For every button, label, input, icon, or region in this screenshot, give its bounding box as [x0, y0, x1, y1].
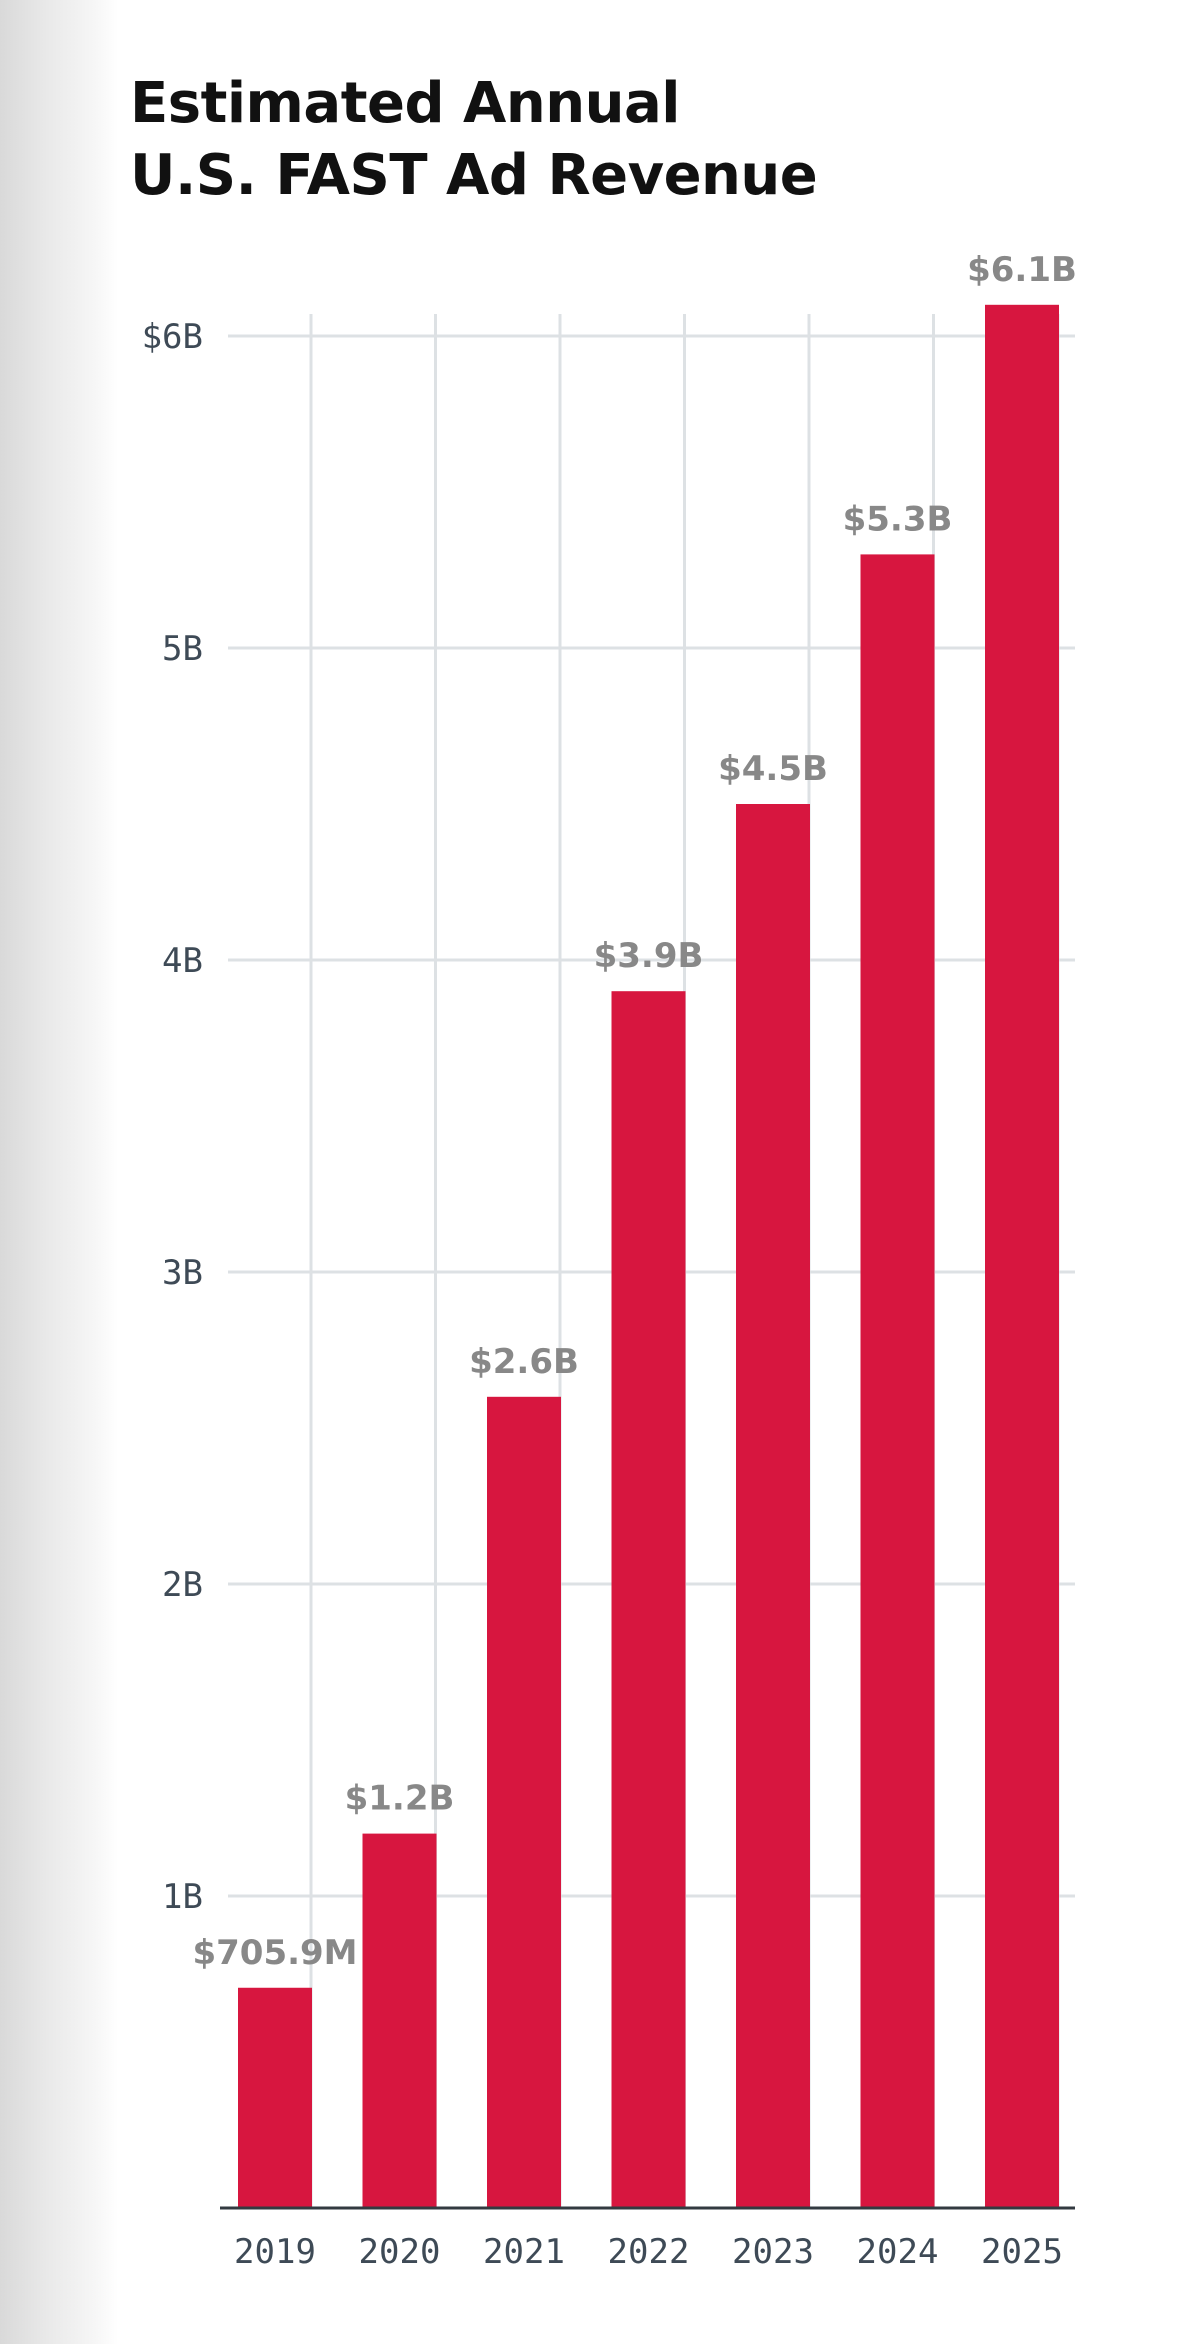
bar-2019	[238, 1987, 312, 2208]
value-label-2021: $2.6B	[469, 1342, 579, 1382]
value-label-2024: $5.3B	[843, 499, 953, 539]
x-tick-label-2019: 2019	[234, 2232, 316, 2272]
x-tick-label-2021: 2021	[483, 2232, 565, 2272]
value-label-2023: $4.5B	[718, 749, 828, 789]
bar-2021	[487, 1396, 561, 2208]
bar-2025	[985, 304, 1059, 2208]
x-tick-label-2025: 2025	[981, 2232, 1063, 2272]
x-tick-label-2020: 2020	[359, 2232, 441, 2272]
y-tick-label: 1B	[162, 1877, 203, 1917]
y-tick-label: 4B	[162, 941, 203, 981]
bar-2020	[362, 1833, 437, 2208]
bar-2023	[736, 804, 810, 2208]
y-tick-label: $6B	[142, 317, 203, 357]
value-label-2019: $705.9M	[192, 1933, 357, 1973]
bars	[238, 304, 1059, 2209]
y-tick-label: 5B	[162, 629, 203, 669]
x-tick-label-2023: 2023	[732, 2232, 814, 2272]
x-tick-label-2024: 2024	[857, 2232, 939, 2272]
bar-2024	[860, 554, 935, 2208]
value-label-2022: $3.9B	[594, 936, 704, 976]
y-tick-label: 3B	[162, 1253, 203, 1293]
chart-title-line-1: Estimated Annual	[130, 71, 680, 136]
value-label-2025: $6.1B	[967, 250, 1077, 290]
chart-title-line-2: U.S. FAST Ad Revenue	[130, 143, 818, 208]
chart-title: Estimated Annual U.S. FAST Ad Revenue	[130, 68, 1030, 212]
value-label-2020: $1.2B	[345, 1779, 455, 1819]
y-tick-label: 2B	[162, 1565, 203, 1605]
labels: 1B 2B 3B 4B 5B $6B $705.9M 2019 $1.2B 2020 $2.6B 20…	[142, 250, 1077, 2272]
x-tick-label-2022: 2022	[608, 2232, 690, 2272]
left-edge-shadow	[0, 0, 118, 2344]
bar-2022	[611, 991, 686, 2209]
